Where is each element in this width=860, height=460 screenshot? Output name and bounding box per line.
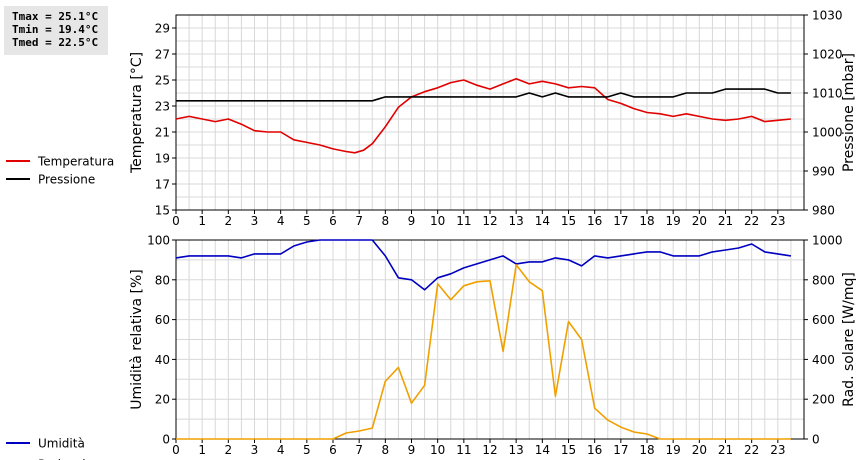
chart2-legend-label: Rad. sol. (38, 458, 89, 460)
chart1-x-tick-label: 6 (329, 214, 337, 228)
chart2-x-tick-label: 3 (251, 443, 259, 457)
chart1-x-tick-label: 9 (408, 214, 416, 228)
chart2-x-tick-label: 22 (744, 443, 759, 457)
chart2-y-left-tick-label: 60 (155, 313, 170, 327)
chart1-x-tick-label: 7 (355, 214, 363, 228)
chart1-legend-label: Temperatura (37, 155, 114, 169)
chart2-x-tick-label: 15 (561, 443, 576, 457)
chart2-y-left-tick-label: 100 (147, 234, 170, 248)
chart2-x-tick-label: 9 (408, 443, 416, 457)
chart2-x-tick-label: 10 (430, 443, 445, 457)
chart2-x-tick-label: 6 (329, 443, 337, 457)
chart1-y-right-tick-label: 1010 (812, 87, 843, 101)
chart1-x-tick-label: 15 (561, 214, 576, 228)
chart1-legend-label: Pressione (38, 173, 95, 187)
chart2-y-right-tick-label: 1000 (812, 234, 843, 248)
chart1-y-left-tick-label: 23 (155, 100, 170, 114)
chart1-x-tick-label: 11 (456, 214, 471, 228)
chart2-y-left-tick-label: 80 (155, 273, 170, 287)
chart1-x-tick-label: 1 (198, 214, 206, 228)
chart2-y-left-axis-title: Umidità relativa [%] (129, 269, 145, 410)
chart1-y-right-axis-title: Pressione [mbar] (841, 53, 857, 172)
chart2-x-tick-label: 20 (692, 443, 707, 457)
chart2-x-tick-label: 7 (355, 443, 363, 457)
chart1-x-tick-label: 4 (277, 214, 285, 228)
chart1-y-left-tick-label: 17 (155, 178, 170, 192)
chart1-x-tick-label: 21 (718, 214, 733, 228)
chart2-legend-label: Umidità (38, 437, 85, 451)
chart2-y-right-tick-label: 200 (812, 393, 835, 407)
chart1-series-line-2 (176, 88, 791, 102)
chart2-y-left-tick-label: 40 (155, 353, 170, 367)
chart2-x-tick-label: 13 (509, 443, 524, 457)
chart2-y-right-axis-title: Rad. solare [W/mq] (841, 272, 857, 407)
chart2-x-tick-label: 4 (277, 443, 285, 457)
chart2-x-tick-label: 0 (172, 443, 180, 457)
chart1-y-right-tick-label: 1020 (812, 48, 843, 62)
chart1-x-tick-label: 22 (744, 214, 759, 228)
tmin-text: Tmin = 19.4°C (12, 23, 99, 36)
chart2-x-tick-label: 18 (639, 443, 654, 457)
chart1-x-tick-label: 13 (509, 214, 524, 228)
chart1-y-left-tick-label: 27 (155, 48, 170, 62)
chart1-y-left-tick-label: 25 (155, 74, 170, 88)
chart1-x-tick-label: 5 (303, 214, 311, 228)
chart1-x-tick-label: 2 (225, 214, 233, 228)
chart2-x-tick-label: 23 (770, 443, 785, 457)
chart1-series-line-1 (175, 77, 791, 154)
chart1-x-tick-label: 18 (639, 214, 654, 228)
chart2-x-tick-label: 2 (225, 443, 233, 457)
chart1-x-tick-label: 8 (382, 214, 390, 228)
chart1-y-left-tick-label: 29 (155, 22, 170, 36)
chart1-y-right-tick-label: 990 (812, 165, 835, 179)
chart2-y-right-tick-label: 0 (812, 433, 820, 447)
chart2-series-line-1 (175, 239, 792, 291)
chart1-x-tick-label: 16 (587, 214, 602, 228)
chart2-x-tick-label: 11 (456, 443, 471, 457)
chart2-y-right-tick-label: 400 (812, 353, 835, 367)
tmed-text: Tmed = 22.5°C (12, 36, 99, 49)
chart2-x-tick-label: 12 (482, 443, 497, 457)
chart2-x-tick-label: 5 (303, 443, 311, 457)
chart1-x-tick-label: 10 (430, 214, 445, 228)
chart1-x-tick-label: 12 (482, 214, 497, 228)
chart1-x-tick-label: 17 (613, 214, 628, 228)
chart1-y-right-tick-label: 1000 (812, 126, 843, 140)
chart2-x-tick-label: 1 (198, 443, 206, 457)
chart2-series-line-2 (176, 264, 791, 440)
chart2-x-tick-label: 14 (535, 443, 550, 457)
chart1-y-right-tick-label: 1030 (812, 9, 843, 23)
chart1-y-left-tick-label: 21 (155, 126, 170, 140)
chart2-y-right-tick-label: 600 (812, 313, 835, 327)
tmax-text: Tmax = 25.1°C (12, 10, 99, 23)
chart1-x-tick-label: 19 (666, 214, 681, 228)
chart2-x-tick-label: 8 (382, 443, 390, 457)
chart1-y-left-tick-label: 15 (155, 204, 170, 218)
chart1-x-tick-label: 23 (770, 214, 785, 228)
chart1-x-tick-label: 3 (251, 214, 259, 228)
chart2-y-right-tick-label: 800 (812, 273, 835, 287)
chart1-x-tick-label: 20 (692, 214, 707, 228)
chart2-x-tick-label: 16 (587, 443, 602, 457)
chart1-y-left-axis-title: Temperatura [°C] (129, 52, 145, 174)
chart1-y-right-tick-label: 980 (812, 204, 835, 218)
chart2-x-tick-label: 17 (613, 443, 628, 457)
chart1-y-left-tick-label: 19 (155, 152, 170, 166)
stats-box: Tmax = 25.1°C Tmin = 19.4°C Tmed = 22.5°… (4, 6, 108, 55)
chart2-y-left-tick-label: 0 (162, 433, 170, 447)
chart2-x-tick-label: 21 (718, 443, 733, 457)
chart2-y-left-tick-label: 20 (155, 393, 170, 407)
chart2-x-tick-label: 19 (666, 443, 681, 457)
chart1-x-tick-label: 14 (535, 214, 550, 228)
chart1-x-tick-label: 0 (172, 214, 180, 228)
